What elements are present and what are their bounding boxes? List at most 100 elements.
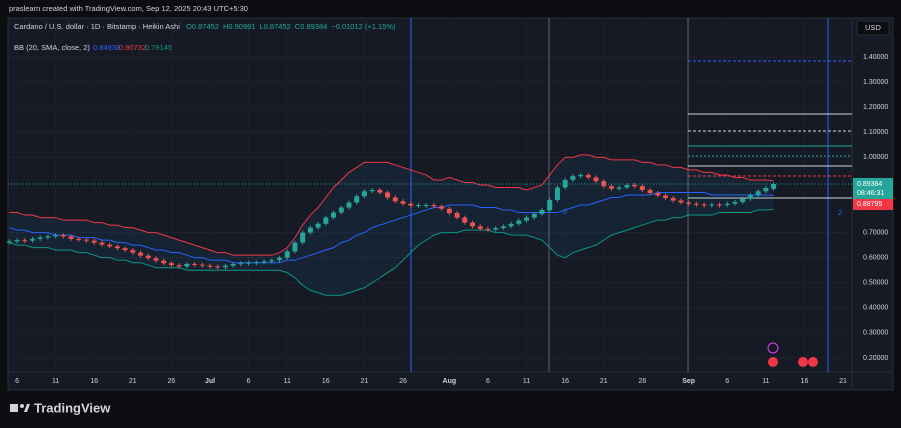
x-tick-label: 21	[361, 378, 369, 385]
x-tick-label: 11	[284, 378, 291, 385]
event-icon[interactable]	[768, 357, 778, 367]
candle-body	[608, 186, 614, 189]
candle-body	[68, 236, 74, 239]
logo-mark	[10, 404, 18, 412]
x-tick-label: Sep	[682, 378, 695, 385]
candle-body	[168, 263, 174, 266]
candle-body	[740, 198, 746, 203]
candle-body	[215, 266, 221, 268]
candle-body	[470, 222, 475, 227]
candle-body	[415, 205, 421, 207]
candle-body	[701, 204, 707, 206]
candle-body	[385, 192, 391, 198]
change: −0.01012 (+1.15%)	[331, 22, 396, 31]
x-tick-label: 16	[561, 378, 569, 385]
candle-body	[192, 263, 198, 265]
candle-body	[6, 241, 12, 243]
y-tick-label: 0.40000	[863, 305, 888, 312]
event-icon[interactable]	[798, 357, 808, 367]
candle-body	[462, 217, 468, 223]
candle-body	[91, 240, 97, 243]
candle-body	[392, 197, 398, 202]
candle-body	[408, 203, 414, 206]
ohlc-value: L0.87452	[259, 22, 290, 31]
candle-body	[22, 240, 28, 242]
candle-body	[222, 265, 228, 268]
candle-body	[547, 200, 553, 211]
x-tick-label: 21	[600, 378, 608, 385]
candle-body	[485, 228, 491, 230]
candle-body	[176, 265, 182, 267]
candle-body	[400, 201, 406, 204]
candle-body	[346, 202, 352, 208]
candle-body	[539, 210, 545, 214]
candle-body	[253, 262, 259, 264]
candle-body	[570, 176, 576, 180]
event-icon[interactable]	[767, 342, 779, 354]
candle-body	[130, 250, 136, 253]
candle-body	[122, 248, 128, 251]
x-tick-label: 6	[725, 378, 729, 385]
logo-mark	[24, 404, 30, 412]
countdown: 08:46:31	[857, 190, 884, 197]
candle-body	[29, 238, 35, 241]
candle-body	[246, 262, 252, 264]
band-line	[9, 209, 774, 296]
candle-body	[238, 263, 244, 265]
y-tick-label: 1.10000	[863, 129, 888, 136]
x-tick-label: 26	[168, 378, 176, 385]
brand: TradingView	[34, 400, 111, 415]
candle-body	[670, 198, 676, 201]
candle-body	[693, 203, 699, 205]
candle-body	[616, 187, 622, 189]
candle-body	[717, 204, 723, 206]
x-tick-label: 16	[322, 378, 330, 385]
indicator-name: BB (20, SMA, close, 2)	[14, 43, 90, 52]
x-tick-label: 11	[762, 378, 769, 385]
candle-body	[446, 208, 452, 214]
y-tick-label: 0.60000	[863, 255, 888, 262]
drawings	[410, 18, 852, 372]
candle-body	[585, 174, 591, 178]
candle-body	[99, 242, 105, 245]
x-tick-label: Aug	[443, 378, 457, 385]
x-tick-label: 6	[247, 378, 251, 385]
candle-body	[361, 191, 367, 197]
attribution: praslearn created with TradingView.com, …	[9, 4, 248, 13]
candle-body	[709, 204, 715, 206]
currency-box[interactable]	[856, 20, 890, 36]
candle-body	[14, 240, 20, 242]
candle-body	[107, 244, 113, 247]
candle-body	[578, 174, 584, 177]
candle-body	[516, 220, 522, 224]
candle-body	[76, 238, 82, 240]
candle-body	[292, 242, 298, 252]
ohlc-value: H0.90991	[223, 22, 256, 31]
indicator-value: 0.79145	[145, 43, 172, 52]
x-tick-label: 26	[638, 378, 646, 385]
band-line	[9, 191, 774, 264]
candle-body	[601, 181, 607, 187]
indicator-value: 0.90732	[119, 43, 146, 52]
currency[interactable]: USD	[865, 23, 881, 32]
candle-body	[493, 228, 499, 230]
candle-body	[508, 223, 514, 227]
candle-body	[230, 263, 236, 266]
candle-body	[655, 192, 661, 196]
candle-body	[315, 223, 321, 228]
candle-body	[338, 207, 344, 213]
candle-body	[724, 203, 730, 206]
event-icon[interactable]	[808, 357, 818, 367]
candle-body	[454, 213, 460, 218]
grid: 0.20000 0.30000 0.40000 0.50000 0.60000 0.700…	[8, 18, 888, 385]
candle-body	[161, 260, 167, 264]
candle-body	[678, 200, 684, 203]
candle-body	[199, 264, 205, 266]
candle-body	[207, 265, 213, 267]
candle-body	[423, 205, 429, 207]
indicator-value: 0.84938	[93, 43, 120, 52]
x-tick-label: Jul	[205, 378, 215, 385]
candle-body	[277, 257, 282, 261]
band-line	[9, 154, 774, 256]
